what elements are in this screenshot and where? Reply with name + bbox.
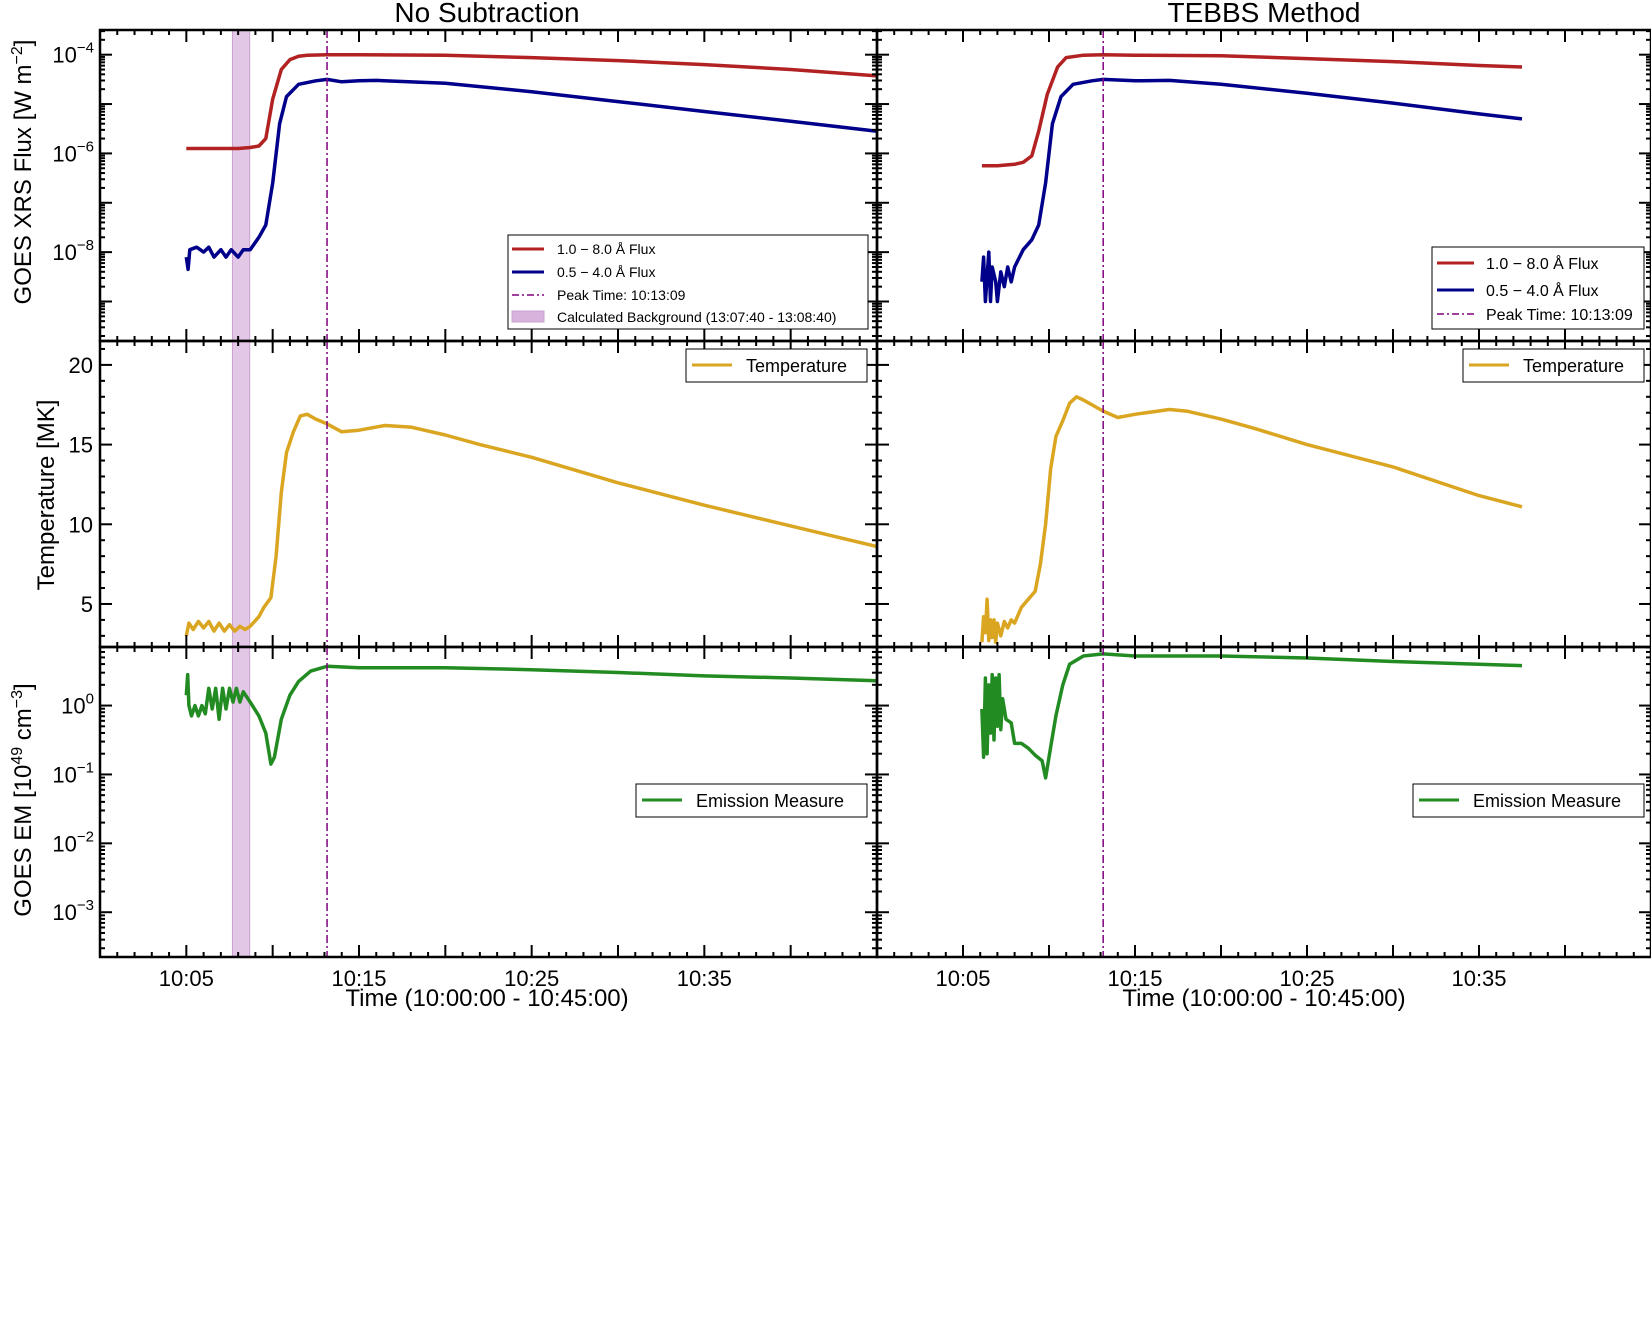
- x-tick-label: 10:35: [1451, 966, 1506, 991]
- series-line-0: [184, 664, 878, 766]
- y-tick-label: 10−2: [52, 828, 94, 856]
- em-axis-label-sup2: −3: [9, 690, 26, 708]
- y-tick-exp: −4: [77, 40, 94, 57]
- panel-3: [875, 339, 1651, 649]
- right-column-title: TEBBS Method: [1168, 0, 1361, 28]
- em-axis-label-sup1: 49: [9, 747, 26, 765]
- y-tick-exp: −2: [77, 828, 94, 845]
- panel-0: 10−810−610−4: [52, 28, 879, 343]
- left-x-axis-label: Time (10:00:00 - 10:45:00): [345, 985, 628, 1012]
- em-axis-label-main: GOES EM [10: [10, 765, 37, 917]
- y-tick-base: 10: [61, 694, 85, 719]
- flux-axis-label-main: GOES XRS Flux [W m: [10, 64, 37, 304]
- em-axis-label: GOES EM [1049 cm−3]: [9, 683, 37, 916]
- legend-label-temperature: Temperature: [1523, 356, 1624, 376]
- series-line-0: [186, 52, 878, 151]
- legend-swatch-background: [511, 310, 545, 323]
- legend-label-long: 1.0 − 8.0 Å Flux: [1486, 254, 1599, 273]
- legend-temperature-left: Temperature: [685, 348, 868, 383]
- y-tick-exp: −1: [77, 759, 94, 776]
- flux-axis-label: GOES XRS Flux [W m−2]: [9, 40, 37, 305]
- y-tick-label: 10−4: [52, 40, 94, 68]
- legend-frame: [507, 234, 869, 330]
- legend-label-short: 0.5 − 4.0 Å Flux: [557, 264, 655, 280]
- legend-flux-left: 1.0 − 8.0 Å Flux 0.5 − 4.0 Å Flux Peak T…: [507, 234, 869, 330]
- temperature-axis-label: Temperature [MK]: [33, 400, 60, 591]
- y-tick-exp: −6: [77, 138, 94, 155]
- y-tick-base: 10: [52, 240, 76, 265]
- legend-label-em: Emission Measure: [1473, 791, 1621, 811]
- y-tick-label: 10−1: [52, 759, 94, 787]
- series-line-0: [980, 652, 1523, 780]
- y-tick-exp: 0: [86, 691, 94, 708]
- y-tick-base: 10: [52, 831, 76, 856]
- left-column-title: No Subtraction: [394, 0, 579, 28]
- em-axis-label-mid: cm: [10, 708, 37, 747]
- y-tick-label: 10−6: [52, 138, 94, 166]
- legend-em-left: Emission Measure: [635, 783, 868, 818]
- panel-frame: [98, 339, 879, 649]
- series-line-0: [184, 412, 878, 637]
- y-tick-base: 10: [52, 762, 76, 787]
- y-tick-base: 10: [52, 141, 76, 166]
- series-line-1: [184, 77, 878, 272]
- legend-label-peak: Peak Time: 10:13:09: [557, 287, 686, 303]
- y-tick-label: 20: [69, 353, 93, 378]
- x-tick-label: 10:25: [504, 966, 559, 991]
- y-tick-base: 10: [52, 900, 76, 925]
- y-tick-label: 100: [61, 691, 94, 719]
- legend-temperature-right: Temperature: [1462, 348, 1645, 383]
- flux-axis-label-sup: −2: [9, 46, 26, 64]
- legend-label-peak: Peak Time: 10:13:09: [1486, 307, 1633, 324]
- series-line-0: [980, 395, 1523, 644]
- y-tick-base: 10: [52, 43, 76, 68]
- panel-2: 5 10 15 20: [69, 339, 879, 649]
- panel-frame: [875, 339, 1651, 649]
- legend-frame: [1431, 246, 1645, 330]
- x-tick-label: 10:35: [677, 966, 732, 991]
- background-span: [231, 29, 251, 342]
- y-tick-exp: −8: [77, 237, 94, 254]
- legend-label-short: 0.5 − 4.0 Å Flux: [1486, 281, 1599, 300]
- legend-label-em: Emission Measure: [696, 791, 844, 811]
- y-tick-label: 5: [81, 592, 93, 617]
- em-axis-label-end: ]: [10, 683, 37, 690]
- legend-em-right: Emission Measure: [1412, 783, 1645, 818]
- x-tick-label: 10:15: [331, 966, 386, 991]
- y-tick-label: 10−8: [52, 237, 94, 265]
- legend-label-background: Calculated Background (13:07:40 - 13:08:…: [557, 309, 836, 325]
- series-line-1: [980, 77, 1523, 304]
- legend-label-temperature: Temperature: [746, 356, 847, 376]
- legend-flux-right: 1.0 − 8.0 Å Flux 0.5 − 4.0 Å Flux Peak T…: [1431, 246, 1645, 330]
- x-tick-label: 10:05: [935, 966, 990, 991]
- y-tick-exp: −3: [77, 897, 94, 914]
- x-tick-label: 10:15: [1107, 966, 1162, 991]
- legend-label-long: 1.0 − 8.0 Å Flux: [557, 241, 655, 257]
- y-tick-label: 10: [69, 512, 93, 537]
- y-tick-label: 10−3: [52, 897, 94, 925]
- panel-5: 10:05 10:15 10:25 10:35: [875, 645, 1651, 991]
- y-tick-label: 15: [69, 433, 93, 458]
- x-tick-label: 10:25: [1279, 966, 1334, 991]
- series-line-0: [981, 52, 1523, 168]
- x-tick-label: 10:05: [159, 966, 214, 991]
- flux-axis-label-end: ]: [10, 40, 37, 47]
- right-x-axis-label: Time (10:00:00 - 10:45:00): [1122, 985, 1405, 1012]
- background-span: [231, 340, 251, 648]
